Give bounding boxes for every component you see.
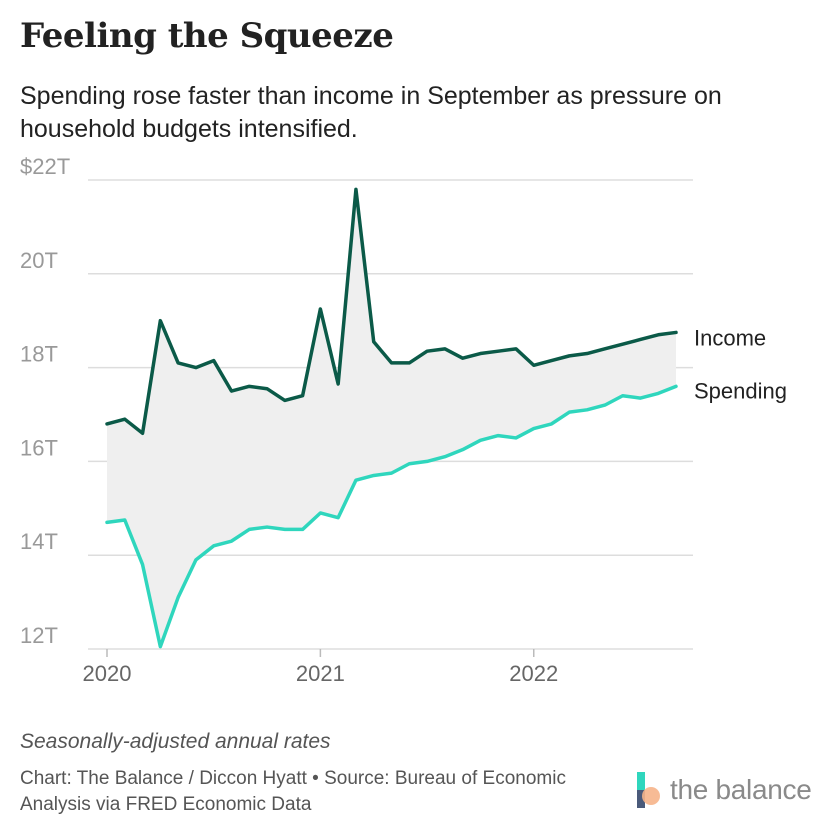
income-spending-gap-area (107, 189, 676, 647)
x-tick-label: 2022 (509, 661, 558, 686)
the-balance-logo: the balance (634, 772, 824, 812)
x-tick-label: 2021 (296, 661, 345, 686)
y-tick-label: 14T (20, 529, 58, 554)
x-tick-label: 2020 (83, 661, 132, 686)
income-line (105, 187, 678, 436)
chart-title: Feeling the Squeeze (20, 16, 394, 56)
y-tick-label: 18T (20, 342, 58, 367)
spending-line (105, 384, 678, 649)
line-chart: $22T 20T 18T 16T 14T 12T 2020 2021 2022 Income S… (20, 154, 787, 686)
income-series-label: Income (694, 325, 766, 350)
chart-source: Chart: The Balance / Diccon Hyatt • Sour… (20, 768, 566, 815)
spending-series-label: Spending (694, 378, 787, 403)
chart-note: Seasonally-adjusted annual rates (20, 730, 331, 753)
y-tick-label: 12T (20, 623, 58, 648)
y-tick-label: $22T (20, 154, 70, 179)
logo-mark-icon (637, 772, 660, 808)
logo-text: the balance (670, 774, 812, 805)
y-tick-label: 16T (20, 435, 58, 460)
y-axis-ticks: $22T 20T 18T 16T 14T 12T (20, 154, 70, 648)
x-axis-ticks: 2020 2021 2022 (83, 649, 558, 686)
y-tick-label: 20T (20, 248, 58, 273)
chart-subtitle: Spending rose faster than income in Sept… (20, 82, 722, 143)
series-labels: Income Spending (694, 325, 787, 403)
